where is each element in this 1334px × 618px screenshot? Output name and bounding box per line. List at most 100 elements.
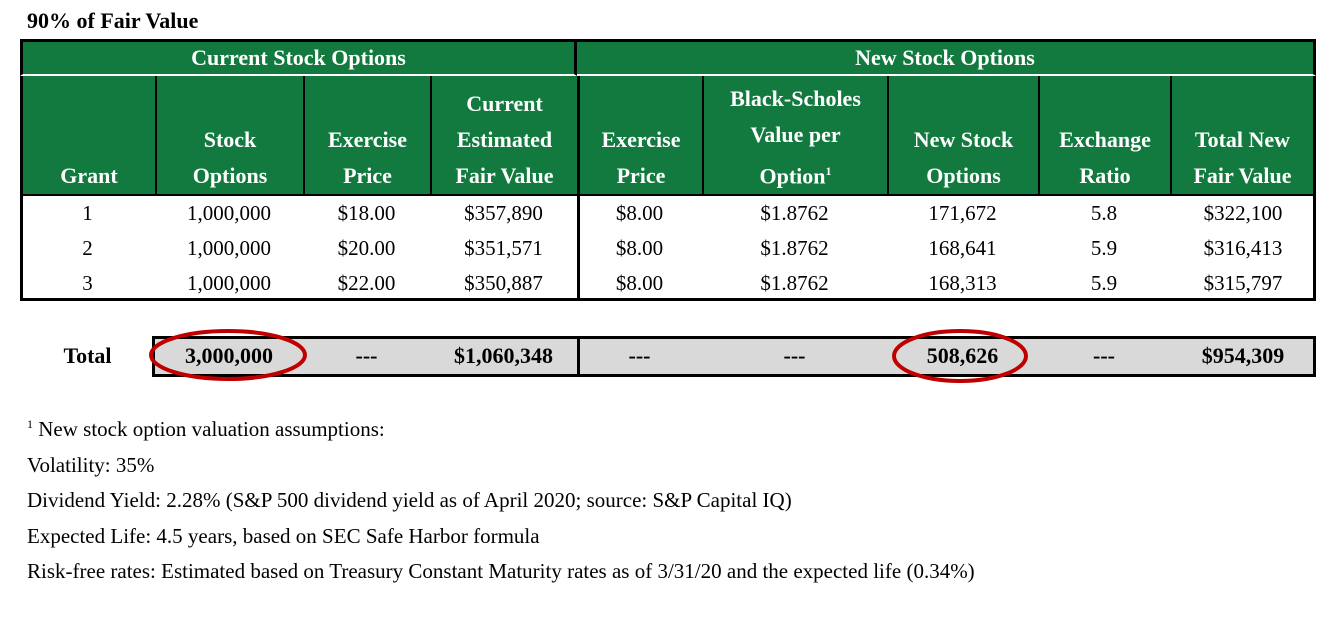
table-cell: $315,797 <box>1203 271 1283 295</box>
header-text: Black-Scholes <box>730 85 861 111</box>
column-header: Current Estimated Fair Value <box>430 76 577 196</box>
footnote-line: Risk-free rates: Estimated based on Trea… <box>27 559 975 584</box>
table-cell: 1,000,000 <box>187 201 271 225</box>
column-header: Exercise Price <box>577 76 702 196</box>
table-cell: 5.8 <box>1090 201 1118 225</box>
table-body <box>20 196 1316 301</box>
footnote-marker: 1 <box>27 417 33 431</box>
header-text: Ratio <box>1079 163 1131 188</box>
table-cell: $1.8762 <box>760 236 829 260</box>
column-header: Black-Scholes Value per Option1 <box>702 76 887 196</box>
header-line: Value per <box>704 117 887 153</box>
header-text: Price <box>343 163 392 188</box>
header-line: Grant <box>23 158 155 194</box>
column-header: Exercise Price <box>303 76 430 196</box>
footnote-line: Volatility: 35% <box>27 453 154 478</box>
footnote-line: Dividend Yield: 2.28% (S&P 500 dividend … <box>27 488 792 513</box>
header-text: New Stock <box>913 127 1014 152</box>
table-cell: $351,571 <box>464 236 543 260</box>
column-header: New Stock Options <box>887 76 1038 196</box>
footnote-text: Volatility: 35% <box>27 452 155 477</box>
divider <box>577 196 580 301</box>
title: 90% of Fair Value <box>27 8 199 33</box>
header-line: Options <box>157 158 303 194</box>
header-text: Price <box>616 163 666 188</box>
header-text: Fair Value <box>455 163 554 188</box>
total-cell: $954,309 <box>1201 343 1285 368</box>
total-cell: --- <box>783 343 806 368</box>
table-cell: $8.00 <box>615 236 664 260</box>
total-cell: --- <box>355 343 378 368</box>
table-cell: $20.00 <box>337 236 396 260</box>
table-cell: $322,100 <box>1203 201 1283 225</box>
total-cell: --- <box>1093 343 1115 368</box>
header-text: Total New <box>1194 127 1291 152</box>
table-cell: 168,313 <box>928 271 997 295</box>
header-text: Current <box>466 91 543 116</box>
header-line: Price <box>580 158 702 194</box>
table-cell: 171,672 <box>928 201 997 225</box>
divider <box>577 336 580 377</box>
header-line: Exercise <box>580 122 702 158</box>
header-text: Stock <box>203 127 257 152</box>
header-line: Ratio <box>1040 158 1170 194</box>
footnote-text: Risk-free rates: Estimated based on Trea… <box>27 559 975 583</box>
footnote-marker: 1 <box>825 163 832 178</box>
table-cell: 1,000,000 <box>187 236 271 260</box>
table-cell: $350,887 <box>464 271 543 295</box>
total-cell: 3,000,000 <box>185 343 273 368</box>
footnote-text: New stock option valuation assumptions: <box>33 417 385 441</box>
total-box <box>152 336 1316 377</box>
column-header: Grant <box>20 76 155 196</box>
table-cell: $18.00 <box>337 201 396 225</box>
header-text: Exercise <box>601 127 681 152</box>
header-line: Fair Value <box>432 158 577 194</box>
footnote-text: Expected Life: 4.5 years, based on SEC S… <box>27 523 540 548</box>
table-cell: $8.00 <box>615 201 664 225</box>
header-line: Exchange <box>1040 122 1170 158</box>
header-text: Value per <box>750 121 841 147</box>
header-line: Black-Scholes <box>704 81 887 117</box>
header-line: Exercise <box>305 122 430 158</box>
column-header: Total New Fair Value <box>1170 76 1316 196</box>
header-line: New Stock <box>889 122 1038 158</box>
column-header: Stock Options <box>155 76 303 196</box>
table-cell: 5.9 <box>1090 271 1118 295</box>
table-cell: 2 <box>82 236 93 260</box>
header-text: Exchange <box>1059 127 1151 152</box>
header-text: Options <box>926 163 1001 188</box>
column-header: Exchange Ratio <box>1038 76 1170 196</box>
group-header: Current Stock Options <box>20 39 577 76</box>
footnote-text: Dividend Yield: 2.28% (S&P 500 dividend … <box>27 488 792 512</box>
total-cell: --- <box>628 343 651 368</box>
header-line: Price <box>305 158 430 194</box>
table-cell: 3 <box>82 271 93 295</box>
header-line: Current <box>432 86 577 122</box>
header-text: Options <box>192 163 268 188</box>
table-cell: $1.8762 <box>760 271 829 295</box>
header-text: Option <box>759 163 826 188</box>
header-line: Total New <box>1172 122 1313 158</box>
footnote-line: 1 New stock option valuation assumptions… <box>27 417 385 442</box>
group-header: New Stock Options <box>577 39 1316 76</box>
table-cell: $316,413 <box>1203 236 1283 260</box>
header-line: Estimated <box>432 122 577 158</box>
header-text: Estimated <box>456 127 553 152</box>
header-text: Exercise <box>327 127 407 152</box>
table-cell: $8.00 <box>615 271 664 295</box>
header-line: Fair Value <box>1172 158 1313 194</box>
header-line: Option1 <box>704 153 887 194</box>
header-text: Fair Value <box>1193 163 1292 188</box>
header-line: Stock <box>157 122 303 158</box>
table-cell: 5.9 <box>1090 236 1118 260</box>
table-cell: $1.8762 <box>760 201 829 225</box>
total-label: Total <box>63 343 112 368</box>
table-cell: 1 <box>82 201 93 225</box>
table-cell: $22.00 <box>337 271 396 295</box>
table-cell: 1,000,000 <box>187 271 271 295</box>
total-cell: $1,060,348 <box>454 343 553 368</box>
total-cell: 508,626 <box>926 343 999 368</box>
header-text: Grant <box>60 163 118 188</box>
footnote-line: Expected Life: 4.5 years, based on SEC S… <box>27 524 540 549</box>
